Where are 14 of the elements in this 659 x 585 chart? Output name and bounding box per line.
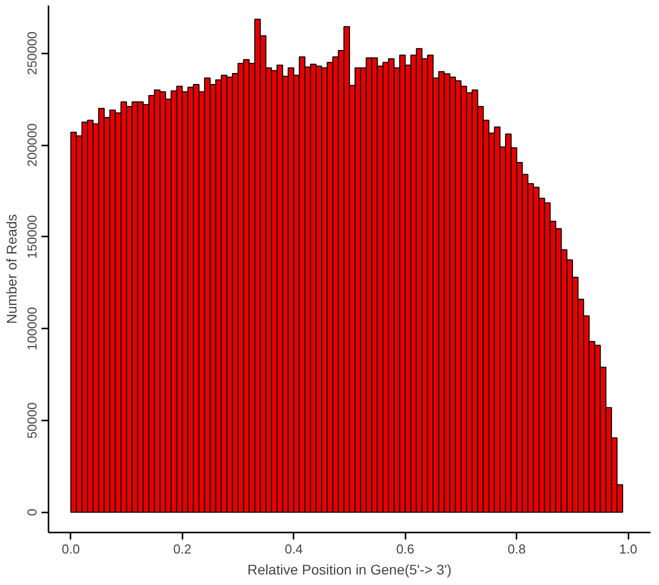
y-tick-label: 0 bbox=[24, 508, 40, 516]
y-axis-title: Number of Reads bbox=[4, 214, 20, 324]
x-axis-title: Relative Position in Gene(5'-> 3') bbox=[247, 562, 452, 578]
y-tick-label: 250000 bbox=[24, 32, 40, 75]
y-tick-label: 50000 bbox=[24, 402, 40, 439]
y-tick-label: 150000 bbox=[24, 215, 40, 259]
x-tick-label: 1.0 bbox=[619, 542, 638, 556]
x-tick-label: 0.6 bbox=[396, 542, 414, 556]
y-tick-label: 200000 bbox=[24, 123, 40, 167]
x-tick-label: 0.0 bbox=[62, 542, 80, 556]
x-tick-label: 0.2 bbox=[173, 542, 192, 556]
x-tick-label: 0.8 bbox=[508, 542, 526, 556]
x-tick-label: 0.4 bbox=[284, 542, 303, 556]
y-tick-label: 100000 bbox=[24, 306, 40, 350]
